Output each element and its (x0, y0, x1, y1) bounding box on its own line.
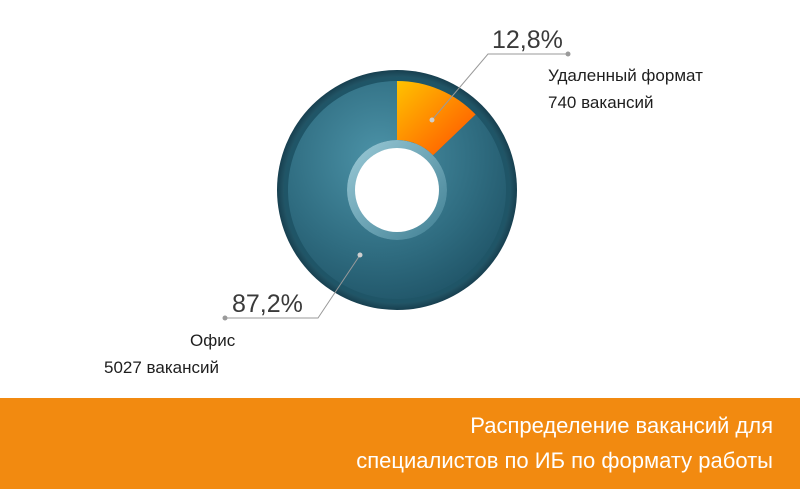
callout-line-remote (431, 53, 568, 121)
footer-banner: Распределение вакансий для специалистов … (0, 398, 800, 489)
slice-remote (397, 81, 476, 156)
slice-office (288, 81, 506, 299)
donut-hole (355, 148, 439, 232)
donut-slices (288, 81, 506, 299)
remote-legend: Удаленный формат 740 вакансий (548, 62, 703, 116)
callout-end-office (222, 315, 228, 321)
chart-title-line-2: специалистов по ИБ по формату работы (356, 448, 773, 473)
office-legend: Офис 5027 вакансий (104, 327, 235, 381)
callout-end-remote (565, 51, 571, 57)
chart-title: Распределение вакансий для специалистов … (356, 408, 773, 478)
office-count: 5027 вакансий (104, 358, 219, 377)
callout-dot-office (357, 252, 363, 258)
remote-percent-label: 12,8% (492, 26, 563, 54)
callout-line-office (225, 254, 361, 319)
office-percent-label: 87,2% (232, 290, 303, 318)
remote-count: 740 вакансий (548, 93, 654, 112)
remote-label: Удаленный формат (548, 66, 703, 85)
chart-title-line-1: Распределение вакансий для (470, 413, 773, 438)
callout-dot-remote (429, 117, 435, 123)
office-label: Офис (190, 331, 236, 350)
